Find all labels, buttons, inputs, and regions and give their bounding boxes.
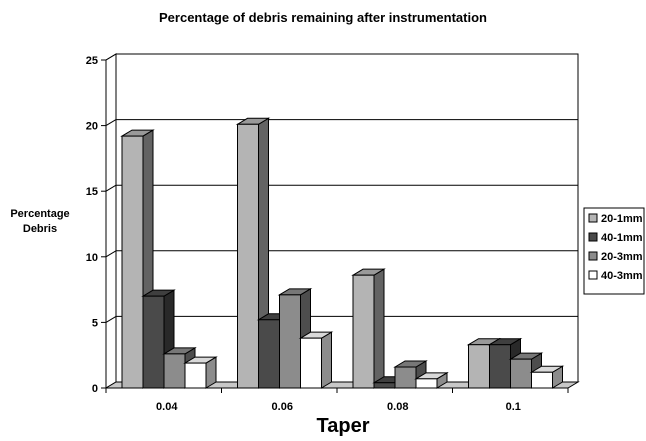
- bar-40-3mm-0.08: [415, 378, 438, 389]
- x-tick-label-0: 0.04: [156, 401, 178, 413]
- bar-20-3mm-0.06: [279, 294, 301, 389]
- y-tick-label-5: 25: [86, 55, 98, 67]
- bar-40-1mm-0.1: [489, 344, 511, 389]
- y-tick-label-4: 20: [86, 121, 98, 133]
- left-wall: [105, 53, 117, 389]
- back-wall: [115, 53, 579, 383]
- y-tick-label-3: 15: [86, 186, 98, 198]
- bar-20-1mm-0.06: [237, 123, 259, 389]
- bar-side-20-1mm-0.08: [373, 268, 385, 389]
- bar-40-3mm-0.1: [531, 371, 553, 389]
- legend-swatch-20-3mm: [588, 251, 598, 261]
- bar-20-1mm-0.08: [352, 274, 375, 389]
- gridline-diag-2: [105, 250, 117, 258]
- bar-20-1mm-0.04: [121, 135, 144, 389]
- x-tick-label-3: 0.1: [506, 401, 521, 413]
- bar-20-1mm-0.1: [468, 344, 490, 389]
- gridline-diag-4: [105, 119, 117, 127]
- legend-swatch-40-3mm: [588, 270, 598, 280]
- bar-40-1mm-0.08: [373, 382, 396, 389]
- legend-label-40-1mm: 40-1mm: [601, 232, 643, 244]
- legend-label-20-3mm: 20-3mm: [601, 251, 643, 263]
- bar-20-3mm-0.08: [394, 366, 417, 389]
- bar-40-3mm-0.04: [184, 362, 207, 389]
- x-tick-label-2: 0.08: [387, 401, 408, 413]
- gridline-diag-5: [105, 53, 117, 61]
- chart-title: Percentage of debris remaining after ins…: [159, 10, 487, 25]
- legend: [583, 207, 645, 295]
- gridline-diag-3: [105, 184, 117, 192]
- bar-side-40-3mm-0.06: [321, 331, 332, 389]
- legend-swatch-40-1mm: [588, 232, 598, 242]
- y-axis-title-line-2: Debris: [22, 223, 58, 235]
- gridline-diag-1: [105, 315, 117, 323]
- y-tick-label-2: 10: [86, 252, 98, 264]
- bar-40-1mm-0.04: [142, 295, 165, 389]
- y-tick-label-0: 0: [92, 383, 98, 395]
- legend-swatch-20-1mm: [588, 213, 598, 223]
- y-axis-title-line-1: Percentage: [10, 208, 70, 220]
- bar-40-3mm-0.06: [300, 337, 322, 389]
- bar-20-3mm-0.1: [510, 358, 532, 389]
- bar-20-3mm-0.04: [163, 353, 186, 389]
- bar-40-1mm-0.06: [258, 319, 280, 389]
- y-axis-title: Percentage Debris: [4, 207, 76, 237]
- legend-label-20-1mm: 20-1mm: [601, 213, 643, 225]
- x-axis-title: Taper: [316, 415, 370, 437]
- x-tick-label-1: 0.06: [272, 401, 293, 413]
- legend-label-40-3mm: 40-3mm: [601, 270, 643, 282]
- y-tick-label-1: 5: [92, 317, 98, 329]
